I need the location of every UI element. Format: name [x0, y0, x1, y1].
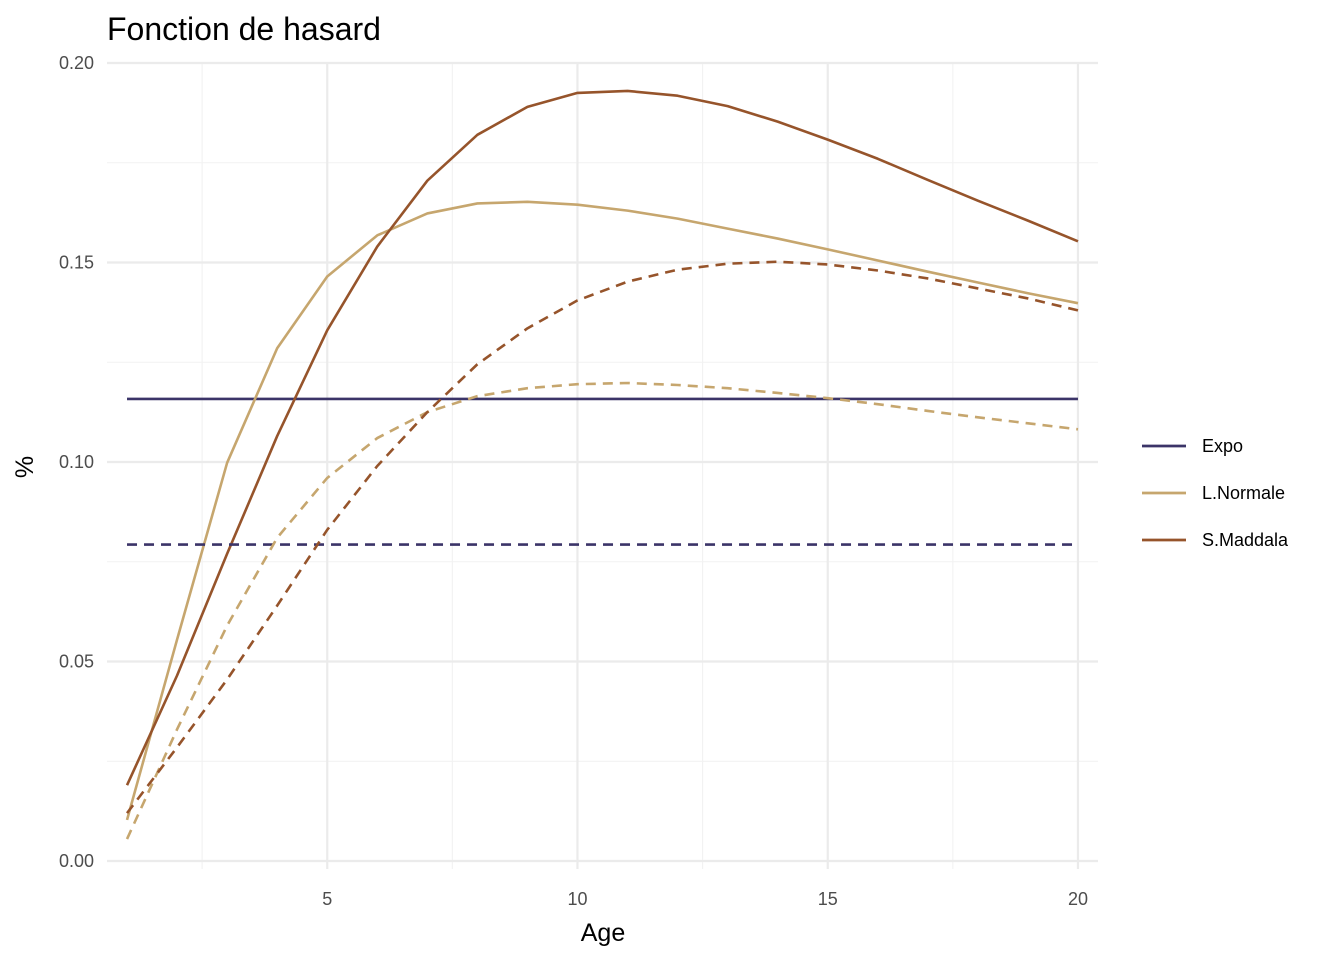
- legend: Expo L.Normale S.Maddala: [1142, 436, 1289, 550]
- series-lines: [125, 89, 1079, 840]
- y-tick-label: 0.05: [59, 652, 94, 672]
- series-line-l-normale-dashed: [125, 381, 1079, 840]
- chart-title: Fonction de hasard: [107, 11, 381, 47]
- y-tick-label: 0.10: [59, 452, 94, 472]
- y-tick-label: 0.20: [59, 53, 94, 73]
- x-axis-tick-labels: 5 10 15 20: [322, 889, 1088, 909]
- legend-label-l-normale: L.Normale: [1202, 483, 1285, 503]
- x-tick-label: 5: [322, 889, 332, 909]
- x-tick-label: 20: [1068, 889, 1088, 909]
- y-axis-tick-labels: 0.00 0.05 0.10 0.15 0.20: [59, 53, 94, 871]
- x-tick-label: 15: [818, 889, 838, 909]
- series-line-s-maddala-solid: [125, 89, 1079, 786]
- y-tick-label: 0.15: [59, 253, 94, 273]
- y-axis-title: %: [11, 456, 39, 478]
- series-line-l-normale-solid: [125, 200, 1079, 821]
- legend-label-expo: Expo: [1202, 436, 1243, 456]
- legend-label-s-maddala: S.Maddala: [1202, 530, 1289, 550]
- series-line-s-maddala-dashed: [125, 260, 1079, 814]
- minor-gridlines: [107, 63, 1098, 869]
- y-tick-label: 0.00: [59, 851, 94, 871]
- x-tick-label: 10: [567, 889, 587, 909]
- x-axis-title: Age: [581, 919, 625, 947]
- major-gridlines: [107, 61, 1098, 869]
